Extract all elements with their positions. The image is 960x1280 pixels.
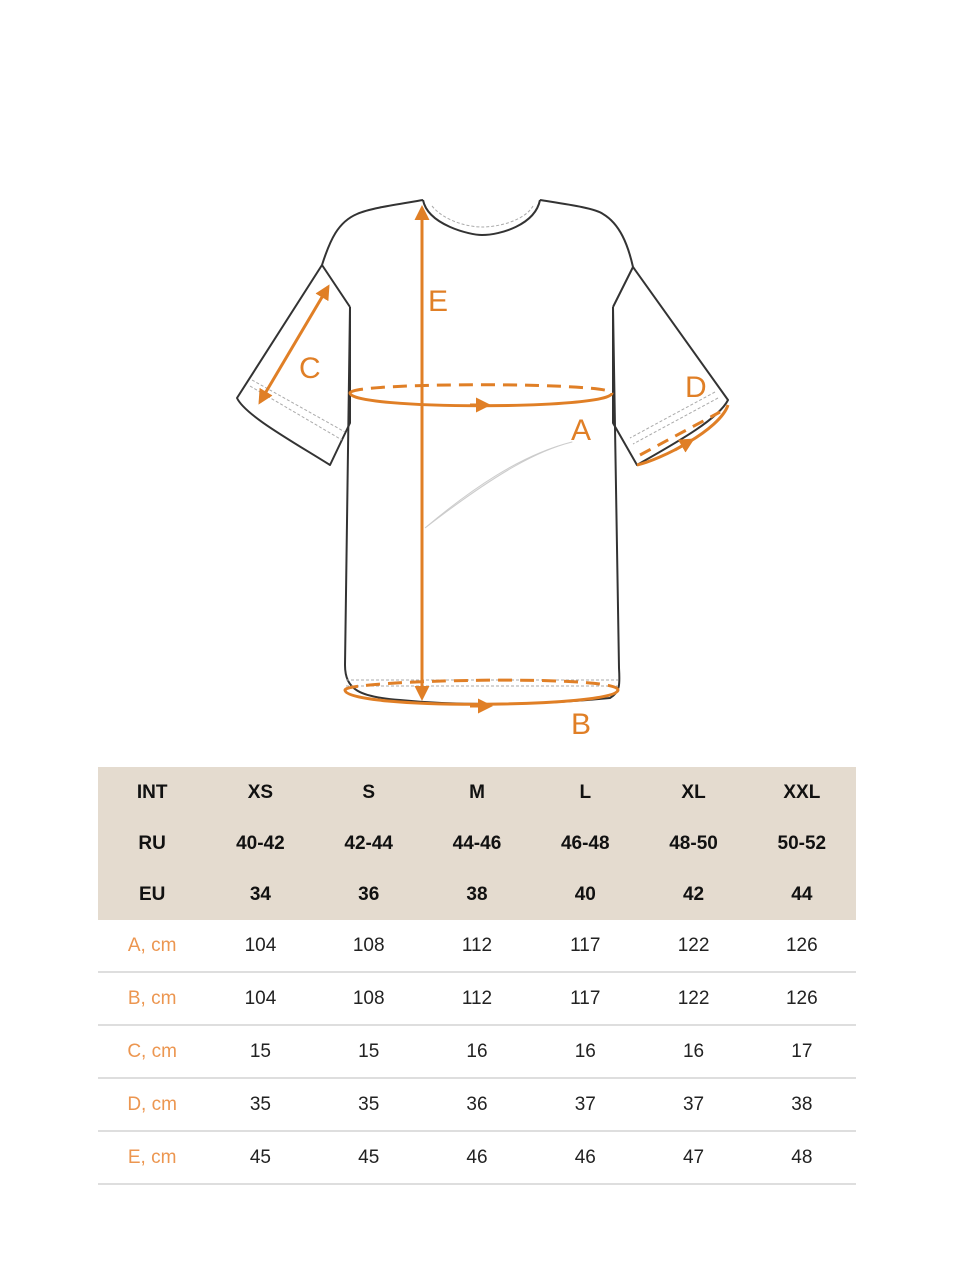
measurement-value: 16: [531, 1025, 640, 1079]
size-cell: M: [422, 767, 532, 818]
measurement-value: 35: [206, 1078, 315, 1132]
measurement-row: A, cm 104 108 112 117 122 126: [98, 920, 856, 973]
measurement-value: 45: [206, 1131, 315, 1185]
label-c: C: [299, 352, 321, 385]
header-row-eu: EU 34 36 38 40 42 44: [98, 869, 856, 920]
label-a: A: [571, 414, 591, 447]
size-cell: XXL: [747, 767, 856, 818]
measurement-value: 117: [531, 920, 640, 973]
measurement-value: 37: [531, 1078, 640, 1132]
measurement-value: 46: [422, 1131, 532, 1185]
measurement-value: 36: [422, 1078, 532, 1132]
measurement-value: 47: [639, 1131, 748, 1185]
tshirt-measurement-diagram: E C A D B: [236, 199, 730, 741]
size-cell: 34: [206, 869, 315, 920]
measurement-arrows: [258, 205, 730, 714]
measurement-label: B, cm: [98, 972, 207, 1026]
arrow-b-hem: [343, 678, 620, 692]
measurement-row: E, cm 45 45 46 46 47 48: [98, 1131, 856, 1185]
measurement-value: 46: [531, 1131, 640, 1185]
header-row-int: INT XS S M L XL XXL: [98, 767, 856, 818]
measurement-value: 38: [747, 1078, 856, 1132]
size-cell: 46-48: [531, 818, 640, 869]
measurement-value: 122: [639, 972, 748, 1026]
measurement-value: 48: [747, 1131, 856, 1185]
measurement-label: A, cm: [98, 920, 207, 973]
measurement-value: 45: [314, 1131, 423, 1185]
measurement-label: D, cm: [98, 1078, 207, 1132]
size-cell: 42: [639, 869, 748, 920]
label-e: E: [428, 285, 448, 318]
header-row-ru: RU 40-42 42-44 44-46 46-48 48-50 50-52: [98, 818, 856, 869]
measurement-value: 122: [639, 920, 748, 973]
row-label: EU: [98, 869, 207, 920]
size-cell: 42-44: [314, 818, 423, 869]
measurement-label: C, cm: [98, 1025, 207, 1079]
size-cell: 50-52: [747, 818, 856, 869]
measurement-value: 112: [422, 972, 532, 1026]
size-cell: XS: [206, 767, 315, 818]
measurement-value: 16: [422, 1025, 532, 1079]
row-label: INT: [98, 767, 207, 818]
measurement-value: 35: [314, 1078, 423, 1132]
measurement-value: 37: [639, 1078, 748, 1132]
measurement-value: 126: [747, 920, 856, 973]
row-label: RU: [98, 818, 207, 869]
measurement-value: 17: [747, 1025, 856, 1079]
label-b: B: [571, 708, 591, 741]
measurement-value: 112: [422, 920, 532, 973]
size-table: INT XS S M L XL XXL RU 40-42 42-44 44-46 46-48 48-50…: [98, 767, 856, 1185]
size-cell: 44-46: [422, 818, 532, 869]
measurement-value: 15: [314, 1025, 423, 1079]
size-cell: S: [314, 767, 423, 818]
size-cell: 40-42: [206, 818, 315, 869]
size-cell: XL: [639, 767, 748, 818]
measurement-value: 104: [206, 920, 315, 973]
size-cell: 38: [422, 869, 532, 920]
arrow-a-chest: [348, 383, 614, 395]
measurement-value: 108: [314, 920, 423, 973]
measurement-label: E, cm: [98, 1131, 207, 1185]
measurement-value: 16: [639, 1025, 748, 1079]
measurement-value: 104: [206, 972, 315, 1026]
arrow-c-sleeve: [258, 284, 330, 405]
size-cell: 44: [747, 869, 856, 920]
size-cell: 36: [314, 869, 423, 920]
measurement-value: 15: [206, 1025, 315, 1079]
tshirt-outline: [236, 199, 729, 705]
size-cell: L: [531, 767, 640, 818]
measurement-value: 126: [747, 972, 856, 1026]
label-d: D: [685, 371, 707, 404]
measurement-row: C, cm 15 15 16 16 16 17: [98, 1025, 856, 1079]
measurement-row: D, cm 35 35 36 37 37 38: [98, 1078, 856, 1132]
measurement-row: B, cm 104 108 112 117 122 126: [98, 972, 856, 1026]
size-cell: 48-50: [639, 818, 748, 869]
measurement-value: 117: [531, 972, 640, 1026]
size-cell: 40: [531, 869, 640, 920]
measurement-value: 108: [314, 972, 423, 1026]
